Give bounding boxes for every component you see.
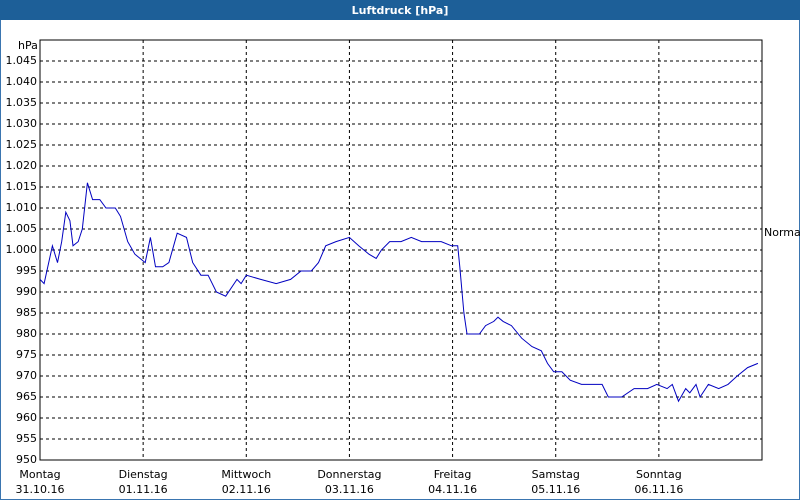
x-tick-date: 05.11.16 — [531, 483, 580, 496]
data-line — [39, 182, 759, 403]
y-tick-label: 1.030 — [6, 117, 38, 130]
y-tick-label: 975 — [16, 348, 37, 361]
plot-border — [39, 39, 763, 461]
y-tick-label: 950 — [16, 453, 37, 466]
y-tick-label: 1.005 — [6, 222, 38, 235]
x-tick-date: 03.11.16 — [325, 483, 374, 496]
y-tick-label: 1.045 — [6, 54, 38, 67]
x-tick-label: Donnerstag — [317, 468, 381, 481]
y-tick-label: 1.010 — [6, 201, 38, 214]
y-tick-label: 955 — [16, 432, 37, 445]
y-tick-label: 1.015 — [6, 180, 38, 193]
x-tick-label: Samstag — [532, 468, 580, 481]
x-tick-label: Montag — [19, 468, 60, 481]
x-tick-date: 31.10.16 — [16, 483, 65, 496]
y-tick-label: 985 — [16, 306, 37, 319]
x-tick-label: Freitag — [434, 468, 472, 481]
x-tick-date: 01.11.16 — [119, 483, 168, 496]
x-tick-date: 04.11.16 — [428, 483, 477, 496]
x-tick-label: Dienstag — [119, 468, 168, 481]
y-tick-label: 1.025 — [6, 138, 38, 151]
y-tick-label: 980 — [16, 327, 37, 340]
y-axis-label: hPa — [18, 39, 38, 52]
y-tick-label: 1.000 — [6, 243, 38, 256]
x-tick-label: Sonntag — [636, 468, 682, 481]
y-tick-label: 1.020 — [6, 159, 38, 172]
y-tick-label: 990 — [16, 285, 37, 298]
y-tick-label: 970 — [16, 369, 37, 382]
y-tick-label: 1.040 — [6, 75, 38, 88]
x-tick-label: Mittwoch — [221, 468, 271, 481]
annotation: Normal — [764, 226, 800, 239]
y-tick-label: 960 — [16, 411, 37, 424]
chart-title: Luftdruck [hPa] — [352, 4, 449, 17]
y-tick-label: 1.035 — [6, 96, 38, 109]
y-tick-label: 995 — [16, 264, 37, 277]
title-bar — [0, 0, 800, 20]
x-tick-date: 06.11.16 — [634, 483, 683, 496]
y-tick-label: 965 — [16, 390, 37, 403]
x-tick-date: 02.11.16 — [222, 483, 271, 496]
